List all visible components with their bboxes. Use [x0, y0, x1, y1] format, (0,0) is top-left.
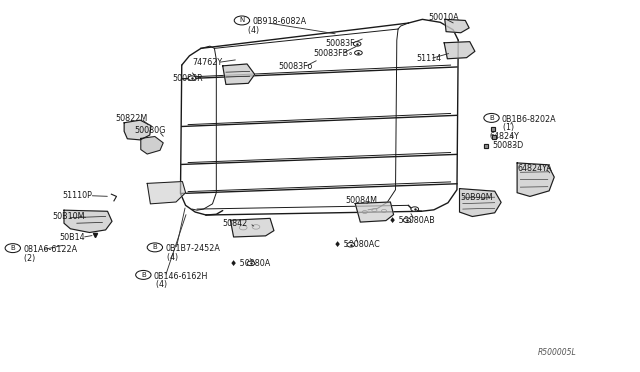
Circle shape — [247, 261, 255, 266]
Text: B: B — [141, 272, 146, 278]
Text: (2): (2) — [9, 254, 35, 263]
Text: 50084M: 50084M — [346, 196, 378, 205]
Text: 0B1B7-2452A: 0B1B7-2452A — [165, 244, 220, 253]
Polygon shape — [517, 163, 554, 196]
Text: 64824Y: 64824Y — [490, 132, 520, 141]
Polygon shape — [444, 42, 475, 59]
Text: R500005L: R500005L — [538, 348, 577, 357]
Circle shape — [355, 51, 362, 55]
Text: 50083F∘: 50083F∘ — [325, 39, 360, 48]
Polygon shape — [445, 19, 469, 33]
Text: (4): (4) — [152, 253, 179, 262]
Text: 50B90M: 50B90M — [461, 193, 493, 202]
Polygon shape — [460, 189, 501, 217]
Circle shape — [411, 207, 419, 211]
Text: 50083FB∘: 50083FB∘ — [314, 49, 354, 58]
Circle shape — [403, 218, 411, 222]
Text: B: B — [10, 245, 15, 251]
Text: 0B146-6162H: 0B146-6162H — [154, 272, 208, 280]
Polygon shape — [124, 120, 151, 140]
Circle shape — [353, 42, 361, 46]
Text: (1): (1) — [488, 124, 514, 132]
Text: 081A6-6122A: 081A6-6122A — [23, 245, 77, 254]
Text: (4): (4) — [238, 26, 259, 35]
Polygon shape — [64, 210, 112, 232]
Text: 74762Y: 74762Y — [192, 58, 222, 67]
Text: 50010A: 50010A — [429, 13, 460, 22]
Polygon shape — [147, 182, 186, 204]
Text: 50822M: 50822M — [115, 114, 147, 123]
Text: 0B918-6082A: 0B918-6082A — [252, 17, 307, 26]
Text: 64824YA: 64824YA — [517, 164, 552, 173]
Text: 50B10M: 50B10M — [52, 212, 85, 221]
Polygon shape — [223, 64, 255, 84]
Text: ♦ 50080AB: ♦ 50080AB — [389, 216, 435, 225]
Text: (4): (4) — [141, 280, 167, 289]
Text: 50083Fo: 50083Fo — [278, 62, 313, 71]
Circle shape — [188, 76, 196, 80]
Text: 50B14: 50B14 — [59, 233, 84, 242]
Text: 51114: 51114 — [416, 54, 441, 63]
Text: ♦ 50080A: ♦ 50080A — [230, 259, 271, 268]
Text: ♦ 50080AC: ♦ 50080AC — [334, 240, 380, 249]
Text: 50083D: 50083D — [493, 141, 524, 150]
Text: 51110P: 51110P — [63, 191, 93, 200]
Text: 50842: 50842 — [223, 219, 248, 228]
Text: 50080G: 50080G — [134, 126, 166, 135]
Text: B: B — [489, 115, 494, 121]
Text: 50083R: 50083R — [173, 74, 204, 83]
Polygon shape — [141, 137, 163, 154]
Polygon shape — [230, 218, 274, 237]
Text: 0B1B6-8202A: 0B1B6-8202A — [502, 115, 556, 124]
Text: N: N — [239, 17, 244, 23]
Polygon shape — [355, 202, 394, 222]
Text: B: B — [152, 244, 157, 250]
Circle shape — [347, 243, 355, 247]
